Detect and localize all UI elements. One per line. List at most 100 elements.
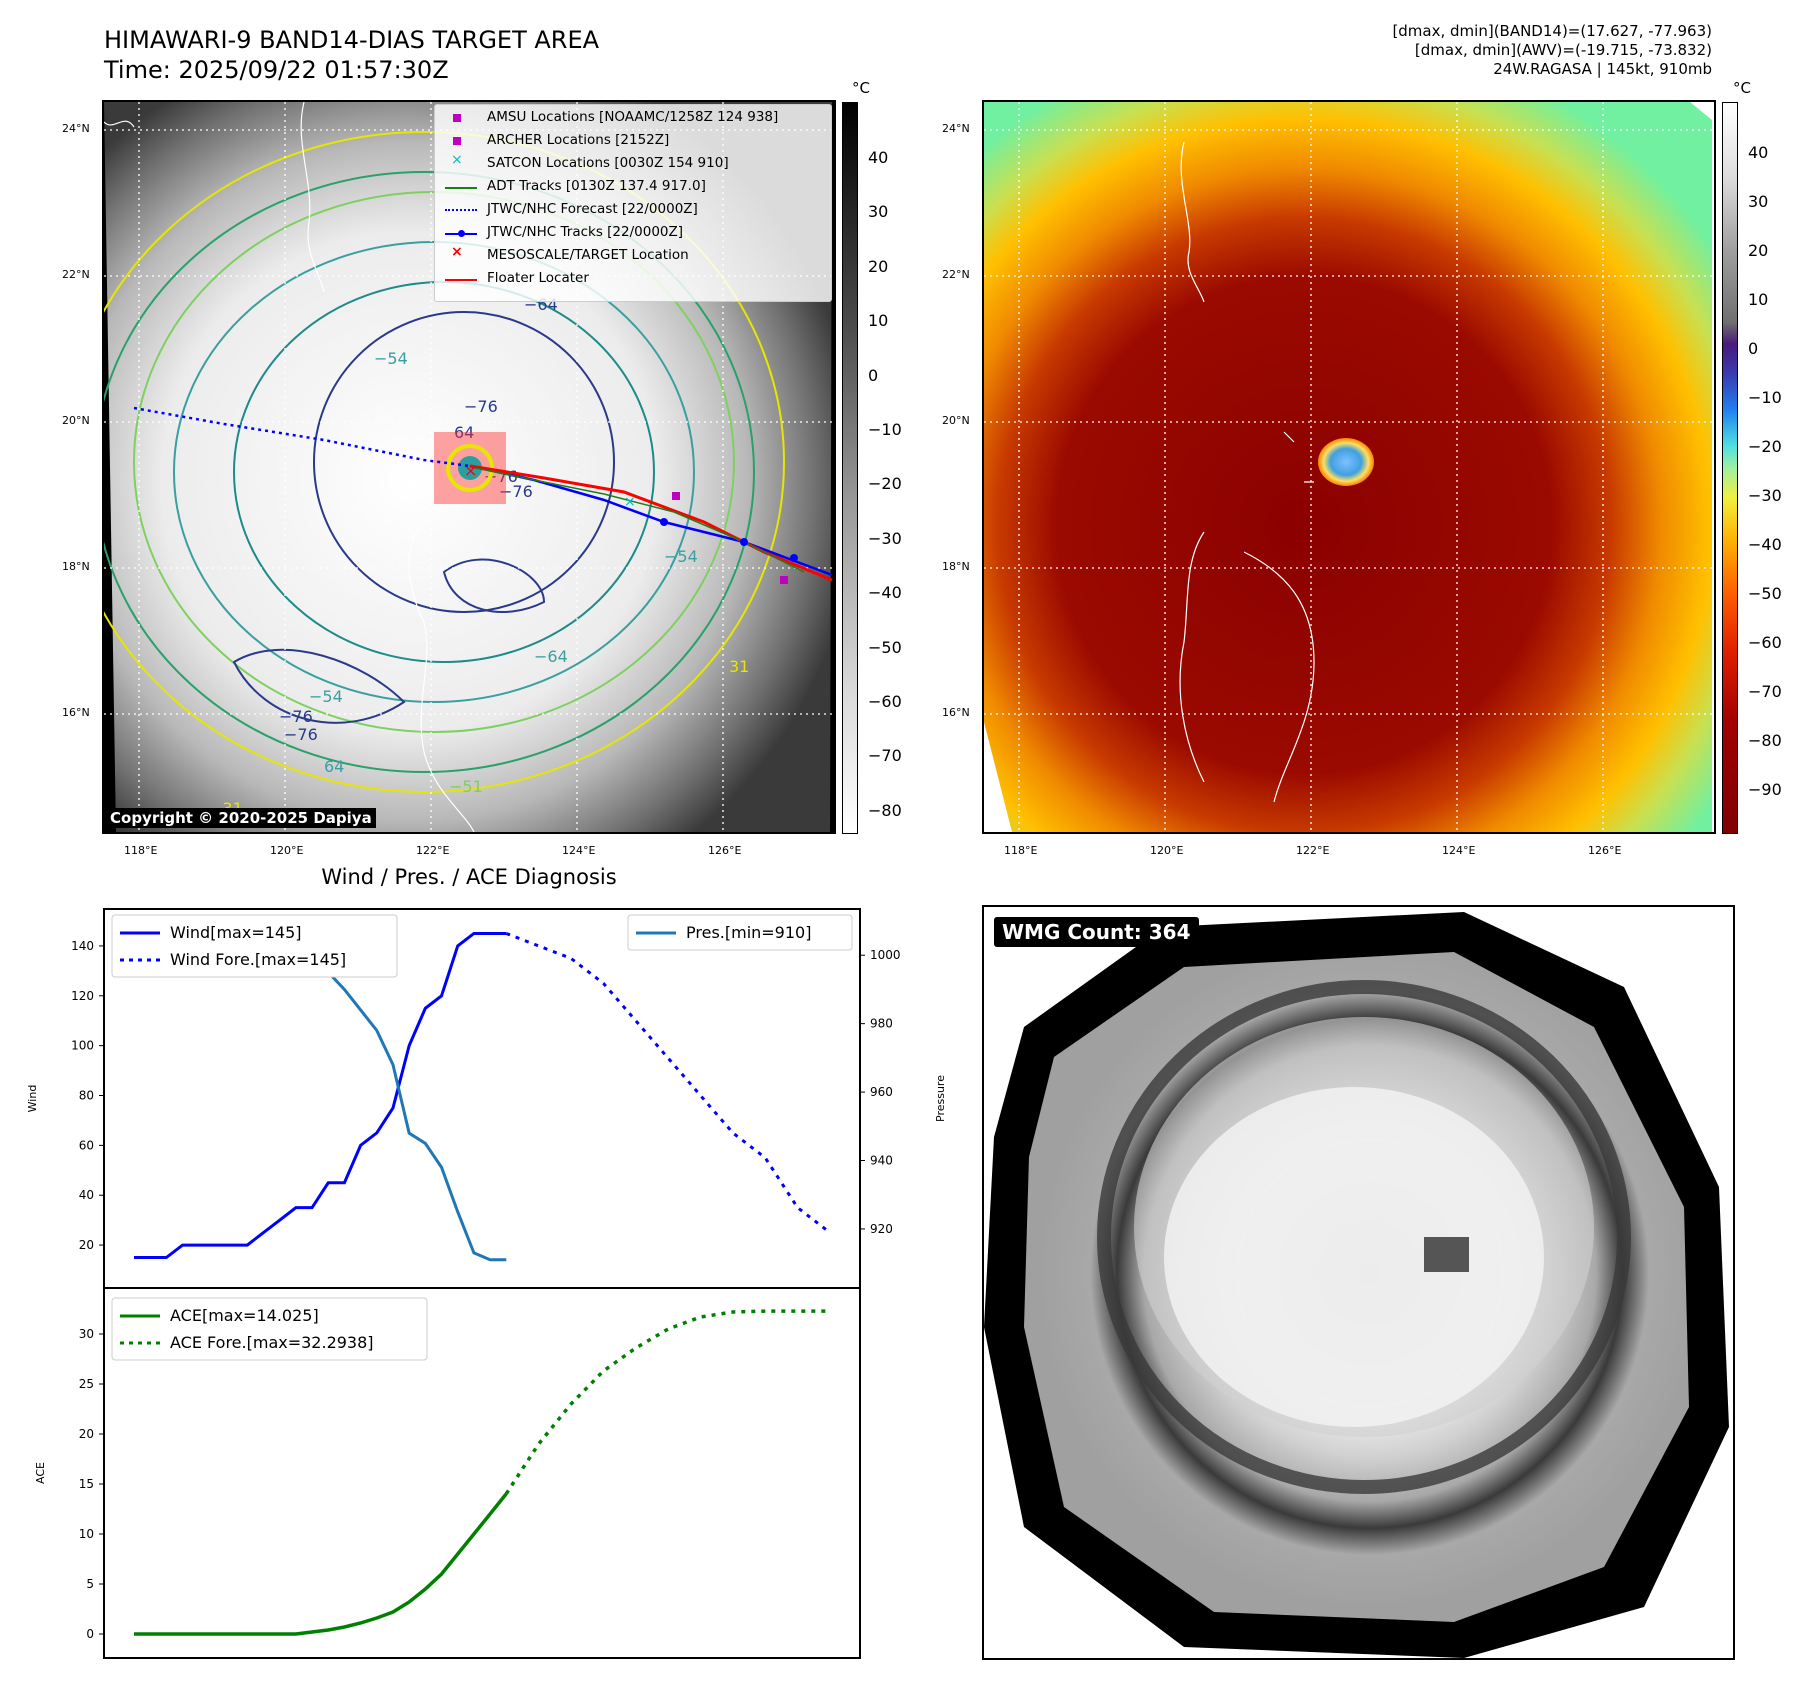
header-band14: [dmax, dmin](BAND14)=(17.627, -77.963)	[1392, 22, 1712, 40]
ace-ytick-label: 5	[86, 1577, 94, 1591]
lon-label: 120°E	[1150, 844, 1184, 857]
contour-label: −51	[449, 777, 483, 796]
lat-label: 16°N	[62, 706, 90, 719]
line-marker-icon	[445, 279, 477, 281]
eye	[1318, 438, 1374, 486]
contour-label: 64	[454, 423, 474, 442]
right-satellite-map	[982, 100, 1716, 834]
pressure-legend-label: Pres.[min=910]	[686, 923, 811, 942]
contour-label: −76	[284, 725, 318, 744]
left-colorbar-tick: −10	[868, 420, 902, 439]
left-colorbar-tick: 30	[868, 202, 889, 222]
left-colorbar-tick: 40	[868, 148, 889, 167]
ace-legend-box	[111, 1297, 428, 1361]
lon-label: 118°E	[124, 844, 158, 857]
header-storm: 24W.RAGASA | 145kt, 910mb	[1493, 60, 1712, 78]
coastlines	[1179, 141, 1315, 803]
wind-axis-label: Wind	[26, 1085, 39, 1113]
wind-series-line-0	[134, 931, 507, 1260]
wind-legend-label: Wind Fore.[max=145]	[170, 950, 346, 969]
right-colorbar-tick: 10	[1748, 290, 1769, 309]
right-colorbar-tick: 20	[1748, 241, 1769, 260]
lat-label: 24°N	[62, 122, 90, 135]
lat-label: 16°N	[942, 706, 970, 719]
pressure-ytick-label: 940	[870, 1154, 893, 1168]
ace-panel: 0 5 10 15 20 25 30 ACE ACE[max=14.025] ACE Fore.[…	[34, 1287, 861, 1659]
eye-contour	[446, 444, 494, 492]
left-satellite-map: −64 −54 −76 64 −76 −76 −54 −64 −54 64 −7…	[102, 100, 836, 834]
wind-legend-box	[111, 914, 398, 978]
dotted-line-icon	[445, 209, 477, 211]
lon-label: 124°E	[1442, 844, 1476, 857]
ace-axis-label: ACE	[34, 1462, 47, 1484]
lat-label: 18°N	[62, 560, 90, 573]
wind-ytick-label: 20	[79, 1238, 94, 1252]
lon-label: 124°E	[562, 844, 596, 857]
left-colorbar-tick: −70	[868, 746, 902, 766]
right-colorbar-tick: 40	[1748, 143, 1769, 162]
left-colorbar-tick: 20	[868, 256, 889, 276]
wmg-svg	[984, 907, 1733, 1658]
contour-label: −54	[374, 349, 408, 368]
pressure-ytick-label: 1000	[870, 948, 901, 962]
pressure-axis-label: Pressure	[934, 1075, 947, 1122]
right-colorbar-unit: °C	[1733, 79, 1751, 97]
lon-label: 122°E	[416, 844, 450, 857]
ace-ytick-label: 30	[79, 1327, 94, 1341]
lon-label: 120°E	[270, 844, 304, 857]
pressure-ytick-label: 960	[870, 1085, 893, 1099]
contour-label: −76	[279, 707, 313, 726]
x-marker-icon: ×	[451, 152, 463, 168]
left-map-title: HIMAWARI-9 BAND14-DIAS TARGET AREA	[104, 26, 600, 54]
copyright-label: Copyright © 2020-2025 Dapiya	[106, 808, 376, 828]
right-colorbar-tick: −10	[1748, 388, 1782, 407]
amsu-marker	[672, 492, 680, 500]
ace-ytick-label: 25	[79, 1377, 94, 1391]
left-colorbar-tick: 0	[868, 365, 879, 385]
ace-series-line-0	[134, 1492, 508, 1636]
x-marker-icon: ×	[451, 244, 463, 260]
left-colorbar-tick: −20	[868, 474, 902, 494]
contour-label: −76	[499, 482, 533, 501]
left-map-time: Time: 2025/09/22 01:57:30Z	[104, 56, 449, 84]
contour-label: −54	[309, 687, 343, 706]
wind-ytick-label: 40	[79, 1188, 94, 1202]
lon-label: 126°E	[708, 844, 742, 857]
header-awv: [dmax, dmin](AWV)=(-19.715, -73.832)	[1414, 41, 1712, 59]
right-colorbar-tick: −80	[1748, 731, 1782, 750]
ace-ytick-label: 0	[86, 1627, 94, 1641]
eye	[458, 456, 482, 480]
contour-label: 31	[729, 657, 749, 676]
lat-label: 24°N	[942, 122, 970, 135]
right-colorbar-tick: 30	[1748, 192, 1769, 211]
ace-legend-label: ACE[max=14.025]	[170, 1306, 319, 1325]
archer-marker	[780, 576, 788, 584]
contour-label: 64	[324, 757, 344, 776]
ace-ytick-label: 15	[79, 1477, 94, 1491]
right-colorbar-tick: −70	[1748, 682, 1782, 701]
left-colorbar	[842, 102, 858, 834]
right-colorbar-tick: −20	[1748, 437, 1782, 456]
right-colorbar	[1722, 102, 1738, 834]
wind-ytick-label: 120	[71, 989, 94, 1003]
right-colorbar-tick: −30	[1748, 486, 1782, 505]
ace-legend-label: ACE Fore.[max=32.2938]	[170, 1333, 374, 1352]
lat-label: 22°N	[942, 268, 970, 281]
lat-label: 18°N	[942, 560, 970, 573]
lat-label: 22°N	[62, 268, 90, 281]
left-colorbar-tick: −80	[868, 800, 902, 820]
pressure-ytick-label: 920	[870, 1222, 893, 1236]
satcon-marker: ×	[624, 494, 636, 510]
left-colorbar-tick: 10	[868, 311, 889, 331]
left-colorbar-tick: −60	[868, 692, 902, 711]
pressure-ytick-label: 980	[870, 1017, 893, 1031]
left-colorbar-unit: °C	[852, 79, 870, 97]
wind-legend-label: Wind[max=145]	[170, 923, 302, 942]
wind-ytick-label: 80	[79, 1089, 94, 1103]
map-legend: AMSU Locations [NOAAMC/1258Z 124 938] AR…	[434, 104, 832, 302]
ace-series-line-1	[504, 1309, 830, 1495]
left-colorbar-tick: −40	[868, 583, 902, 603]
ace-ytick-label: 20	[79, 1427, 94, 1441]
forecast-track	[133, 406, 471, 468]
wind-pressure-panel: 20 40 60 80 100 120 140 920 940 960 980 1000 Wind Pre…	[26, 908, 947, 1289]
